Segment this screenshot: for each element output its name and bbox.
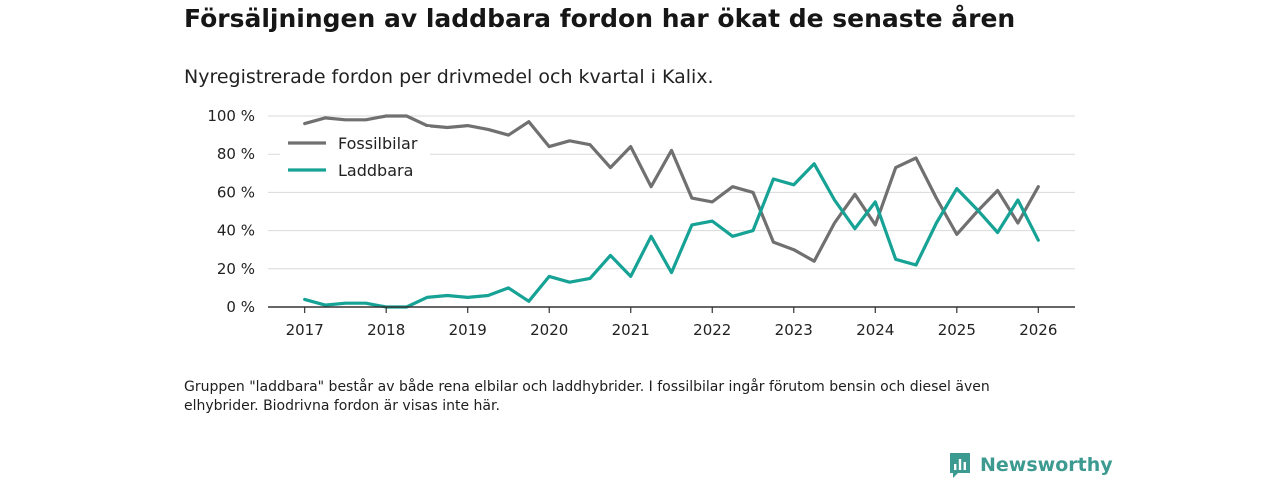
x-tick-label: 2021: [612, 321, 650, 339]
y-tick-label: 60 %: [217, 183, 255, 201]
newsworthy-logo-icon: [950, 453, 970, 478]
series-line-fossilbilar: [303, 114, 1040, 263]
series-line-laddbara: [303, 162, 1040, 309]
brand-name: Newsworthy: [980, 454, 1113, 476]
x-tick-label: 2022: [693, 321, 731, 339]
legend-label: Fossilbilar: [338, 134, 418, 153]
x-tick-label: 2018: [367, 321, 405, 339]
x-tick-label: 2024: [856, 321, 894, 339]
legend-label: Laddbara: [338, 161, 413, 180]
legend-background: [280, 127, 430, 185]
x-tick-label: 2025: [938, 321, 976, 339]
chart-title: Försäljningen av laddbara fordon har öka…: [184, 4, 1016, 33]
line-chart: 0 % 20 % 40 % 60 % 80 % 100 % 2017 2018 2019 202…: [207, 107, 1075, 339]
x-tick-label: 2020: [530, 321, 568, 339]
y-tick-label: 40 %: [217, 222, 255, 240]
chart-subtitle: Nyregistrerade fordon per drivmedel och …: [184, 66, 714, 88]
y-tick-label: 100 %: [207, 107, 255, 125]
x-axis-ticks: 2017 2018 2019 2020 2021 2022 2023 2024 2025 2026: [286, 307, 1057, 339]
footnote: Gruppen "laddbara" består av både rena e…: [184, 379, 990, 414]
y-axis-ticks: 0 % 20 % 40 % 60 % 80 % 100 %: [207, 107, 255, 316]
x-tick-label: 2023: [775, 321, 813, 339]
legend: Fossilbilar Laddbara: [280, 127, 430, 185]
x-tick-label: 2017: [286, 321, 324, 339]
x-tick-label: 2026: [1019, 321, 1057, 339]
y-tick-label: 0 %: [226, 298, 255, 316]
x-tick-label: 2019: [449, 321, 487, 339]
y-tick-label: 80 %: [217, 145, 255, 163]
y-tick-label: 20 %: [217, 260, 255, 278]
series-lines: [303, 114, 1040, 309]
brand-logo[interactable]: Newsworthy: [948, 450, 1113, 480]
